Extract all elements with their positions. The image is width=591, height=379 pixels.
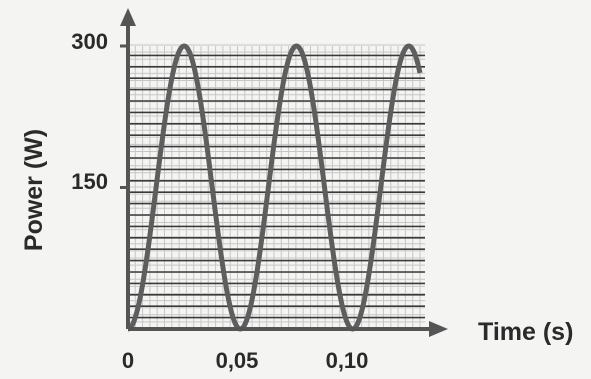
x-tick-label-0-05: 0,05 xyxy=(216,348,259,373)
y-tick-label-300: 300 xyxy=(71,29,108,54)
x-tick-label-0: 0 xyxy=(122,348,134,373)
x-tick-label-0-10: 0,10 xyxy=(326,348,369,373)
grid xyxy=(127,44,425,330)
x-axis-arrow xyxy=(429,321,448,337)
x-axis-label: Time (s) xyxy=(478,318,573,346)
y-tick-label-150: 150 xyxy=(71,169,108,194)
y-axis-arrow xyxy=(120,8,136,26)
y-axis-label: Power (W) xyxy=(20,129,48,251)
curve-layer xyxy=(126,43,423,332)
power-curve xyxy=(126,43,423,332)
axes xyxy=(120,8,448,337)
